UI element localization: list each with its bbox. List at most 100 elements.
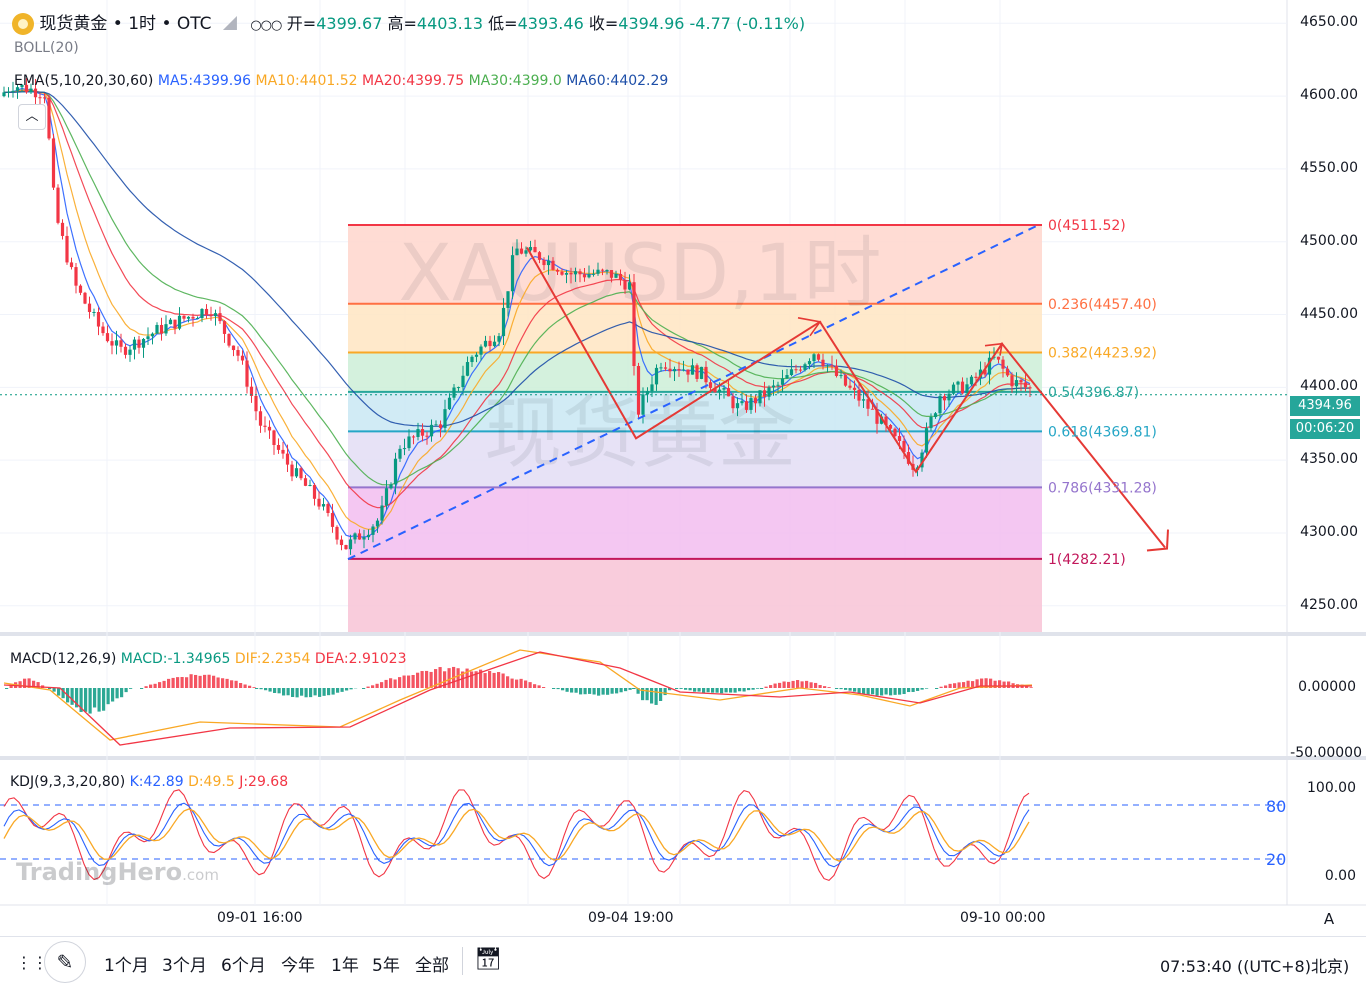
macd-histogram-bar: [650, 688, 653, 704]
change-value: -4.77 (-0.11%): [690, 14, 806, 33]
candle-body: [466, 362, 469, 376]
range-all[interactable]: 全部: [415, 951, 449, 976]
candle-body: [425, 436, 428, 437]
macd-histogram-bar: [765, 687, 768, 688]
candle-body: [655, 368, 658, 384]
macd-histogram-bar: [376, 684, 379, 688]
macd-histogram-bar: [217, 677, 220, 688]
candle-body: [173, 320, 176, 329]
candle-body: [268, 427, 271, 431]
price-axis-label: 4550.00: [1300, 160, 1358, 176]
candle-body: [1024, 382, 1027, 387]
candle-body: [632, 282, 635, 366]
macd-histogram-bar: [849, 688, 852, 691]
range-1m[interactable]: 1个月: [104, 951, 149, 976]
macd-histogram-bar: [244, 684, 247, 688]
candle-body: [461, 376, 464, 387]
macd-histogram-bar: [707, 688, 710, 692]
gold-coin-icon: [12, 13, 34, 35]
candle-body: [362, 537, 365, 539]
candle-body: [92, 312, 95, 313]
candle-body: [560, 272, 563, 275]
range-6m[interactable]: 6个月: [221, 951, 266, 976]
more-icon[interactable]: ○○○: [250, 18, 281, 33]
ma60-value: MA60:4402.29: [566, 73, 668, 89]
macd-histogram-bar: [181, 677, 184, 688]
fib-level-label: 0(4511.52): [1048, 218, 1126, 234]
open-label: 开=: [287, 14, 316, 33]
pane-separator-1[interactable]: [0, 632, 1366, 636]
candle-body: [808, 361, 811, 364]
candle-body: [790, 369, 793, 375]
candle-body: [241, 356, 244, 361]
candle-body: [88, 304, 91, 312]
macd-histogram-bar: [760, 688, 763, 689]
candle-body: [803, 364, 806, 370]
macd-histogram-bar: [659, 688, 662, 701]
macd-histogram-bar: [632, 688, 635, 689]
drawing-tool-icon[interactable]: ✎: [44, 941, 86, 983]
auto-scale-button[interactable]: A: [1316, 906, 1342, 932]
candle-body: [799, 370, 802, 371]
macd-histogram-bar: [239, 683, 242, 688]
macd-histogram-bar: [345, 688, 348, 690]
macd-histogram-bar: [235, 681, 238, 688]
macd-histogram-bar: [912, 688, 915, 692]
candle-body: [1006, 369, 1009, 376]
fib-level-label: 0.618(4369.81): [1048, 424, 1157, 440]
price-axis-label: 4650.00: [1300, 14, 1358, 30]
boll-legend[interactable]: BOLL(20): [14, 40, 79, 56]
macd-histogram-bar: [398, 677, 401, 688]
candle-body: [439, 424, 442, 428]
candle-body: [997, 357, 1000, 360]
macd-histogram-bar: [889, 688, 892, 695]
range-1y[interactable]: 1年: [331, 951, 359, 976]
candle-body: [484, 341, 487, 347]
candle-body: [956, 382, 959, 385]
macd-histogram-bar: [698, 688, 701, 692]
candle-body: [245, 361, 248, 387]
macd-histogram-bar: [506, 676, 509, 688]
macd-histogram-bar: [120, 688, 123, 697]
calendar-icon[interactable]: 📅︎: [474, 947, 502, 972]
low-value: 4393.46: [518, 14, 584, 33]
macd-histogram-bar: [332, 688, 335, 695]
ema-legend[interactable]: EMA(5,10,20,30,60) MA5:4399.96 MA10:4401…: [14, 73, 668, 89]
candle-body: [7, 92, 10, 93]
macd-histogram-bar: [962, 682, 965, 688]
macd-histogram-bar: [278, 688, 281, 693]
candle-body: [470, 357, 473, 362]
symbol-legend[interactable]: 现货黄金 • 1时 • OTC ○○○ 开=4399.67 高=4403.13 …: [12, 9, 805, 35]
flag-icon[interactable]: [223, 16, 237, 30]
kdj-legend[interactable]: KDJ(9,3,3,20,80) K:42.89 D:49.5 J:29.68: [10, 774, 288, 790]
macd-histogram-bar: [774, 684, 777, 688]
macd-histogram-bar: [145, 686, 148, 688]
chart-canvas[interactable]: XAUUSD,1时 现货黄金 0(4511.52)0.236(4457.40)0…: [0, 0, 1366, 936]
candle-body: [259, 411, 262, 425]
macd-histogram-bar: [958, 682, 961, 688]
candle-body: [898, 436, 901, 441]
macd-legend[interactable]: MACD(12,26,9) MACD:-1.34965 DIF:2.2354 D…: [10, 651, 406, 667]
macd-histogram-bar: [194, 675, 197, 688]
symbol-title[interactable]: 现货黄金 • 1时 • OTC: [39, 14, 211, 34]
candle-body: [673, 369, 676, 371]
candle-body: [164, 324, 167, 333]
candle-body: [479, 347, 482, 355]
macd-histogram-bar: [787, 682, 790, 688]
macd-histogram-bar: [867, 688, 870, 694]
pane-separator-2[interactable]: [0, 756, 1366, 760]
candle-body: [286, 454, 289, 465]
clock[interactable]: 07:53:40 ((UTC+8)北京): [1160, 953, 1349, 977]
collapse-legend-button[interactable]: ︿: [18, 104, 46, 130]
range-ytd[interactable]: 今年: [281, 951, 315, 976]
range-5y[interactable]: 5年: [372, 951, 400, 976]
candle-body: [821, 360, 824, 366]
kdj-axis-high: 100.00: [1307, 780, 1356, 796]
macd-histogram-bar: [921, 688, 924, 690]
macd-histogram-bar: [898, 688, 901, 695]
macd-histogram-bar: [167, 679, 170, 688]
macd-histogram-bar: [255, 688, 258, 689]
candle-body: [254, 396, 257, 411]
range-3m[interactable]: 3个月: [162, 951, 207, 976]
